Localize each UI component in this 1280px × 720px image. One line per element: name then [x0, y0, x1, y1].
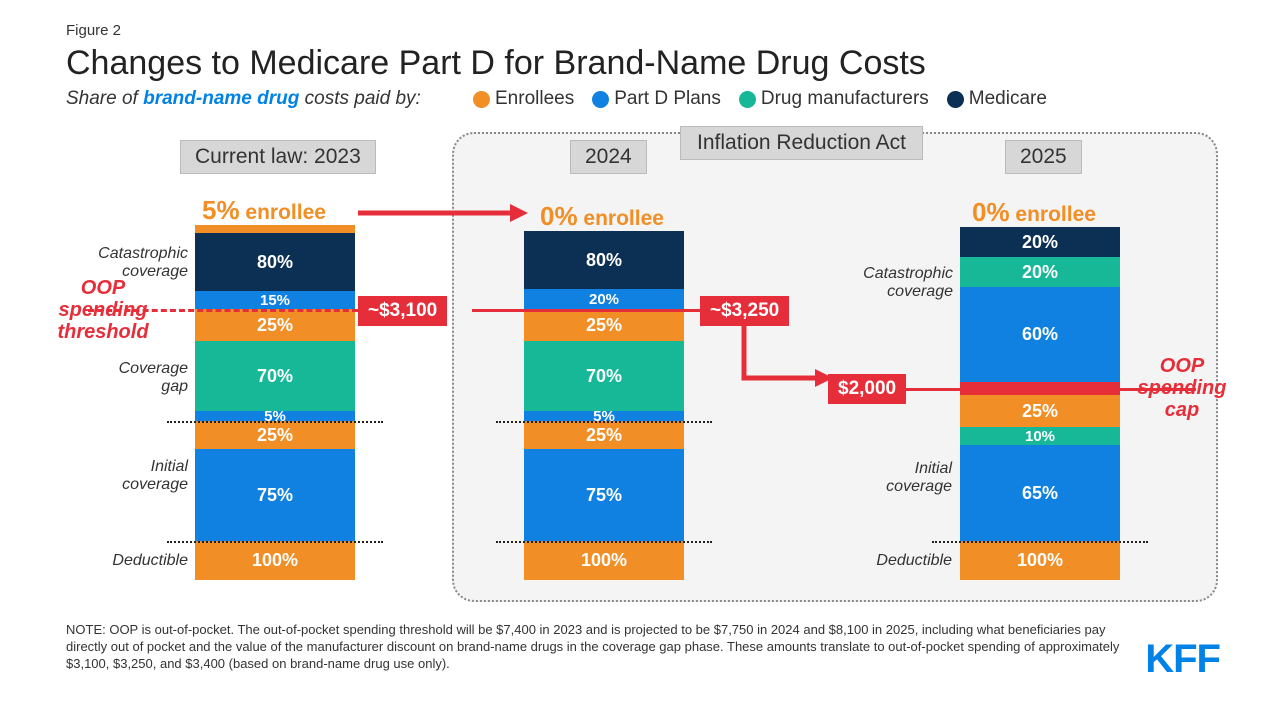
- legend-mfr: Drug manufacturers: [739, 88, 929, 110]
- stack-segment: 25%: [195, 421, 355, 449]
- stack-segment: 25%: [524, 421, 684, 449]
- phase-deductible-2025: Deductible: [862, 552, 952, 570]
- legend-mfr-label: Drug manufacturers: [761, 88, 929, 110]
- oop-threshold-line-2024: [472, 309, 702, 312]
- footnote: NOTE: OOP is out-of-pocket. The out-of-p…: [66, 622, 1126, 673]
- stack-segment: 100%: [195, 541, 355, 580]
- stack-segment: 75%: [524, 449, 684, 541]
- enrollee-pct-2025: 0%: [972, 197, 1010, 227]
- column-2024: 80%20%25%70%5%25%75%100%: [524, 231, 684, 580]
- legend-plans-label: Part D Plans: [614, 88, 721, 110]
- column-2023: 80%15%25%70%5%25%75%100%: [195, 225, 355, 580]
- enrollee-word-2024: enrollee: [583, 207, 664, 230]
- stack-segment: 75%: [195, 449, 355, 541]
- legend-medicare: Medicare: [947, 88, 1047, 110]
- enrollee-label-2024: 0% enrollee: [540, 201, 664, 232]
- oop-threshold-line: [88, 309, 358, 312]
- phase-initial-2025: Initialcoverage: [882, 460, 952, 496]
- enrollee-pct-2024: 0%: [540, 201, 578, 231]
- stack-segment: 80%: [524, 231, 684, 289]
- stack-segment: 70%: [524, 341, 684, 411]
- phase-deductible-2023: Deductible: [98, 552, 188, 570]
- chart-title: Changes to Medicare Part D for Brand-Nam…: [66, 44, 926, 83]
- stack-segment: 60%: [960, 287, 1120, 382]
- ira-label: Inflation Reduction Act: [680, 126, 923, 160]
- stack-segment: 100%: [960, 541, 1120, 580]
- legend: Enrollees Part D Plans Drug manufacturer…: [473, 88, 1047, 110]
- arrow-2024-to-2025: [738, 322, 833, 392]
- swatch-enrollees: [473, 91, 490, 108]
- legend-plans: Part D Plans: [592, 88, 721, 110]
- oop-cap-label: OOPspendingcap: [1132, 355, 1232, 421]
- cap-badge-2025: $2,000: [828, 374, 906, 404]
- enrollee-word-2025: enrollee: [1015, 203, 1096, 226]
- phase-divider: [932, 541, 1148, 543]
- stack-segment: 80%: [195, 233, 355, 291]
- swatch-mfr: [739, 91, 756, 108]
- stack-segment: 20%: [524, 289, 684, 309]
- stack-segment: 100%: [524, 541, 684, 580]
- subtitle-brand: brand-name drug: [143, 88, 299, 109]
- swatch-medicare: [947, 91, 964, 108]
- phase-gap-2023: Coveragegap: [104, 360, 188, 396]
- panel-2023-label: Current law: 2023: [180, 140, 376, 174]
- phase-initial-2023: Initialcoverage: [118, 458, 188, 494]
- stack-segment: 5%: [195, 411, 355, 421]
- stack-segment: 10%: [960, 427, 1120, 445]
- phase-divider: [496, 541, 712, 543]
- stack-segment: 20%: [960, 227, 1120, 257]
- column-2025: 20%20%60%25%10%65%100%: [960, 227, 1120, 580]
- subtitle-prefix: Share of: [66, 88, 143, 109]
- swatch-plans: [592, 91, 609, 108]
- phase-catastrophic-2023: Catastrophiccoverage: [80, 245, 188, 281]
- phase-divider: [167, 421, 383, 423]
- stack-segment: 25%: [524, 309, 684, 341]
- enrollee-label-2025: 0% enrollee: [972, 197, 1096, 228]
- phase-divider: [496, 421, 712, 423]
- legend-enrollees: Enrollees: [473, 88, 574, 110]
- stack-segment: 5%: [524, 411, 684, 421]
- stack-segment: 25%: [195, 309, 355, 341]
- threshold-badge-2023: ~$3,100: [358, 296, 447, 326]
- subtitle-suffix: costs paid by:: [299, 88, 420, 109]
- stack-segment: 15%: [195, 291, 355, 309]
- legend-enrollees-label: Enrollees: [495, 88, 574, 110]
- stack-segment: 65%: [960, 445, 1120, 541]
- kff-logo: KFF: [1145, 637, 1220, 682]
- enrollee-word-2023: enrollee: [245, 201, 326, 224]
- figure-number: Figure 2: [66, 22, 121, 39]
- enrollee-label-2023: 5% enrollee: [202, 195, 326, 226]
- stack-segment: 25%: [960, 395, 1120, 427]
- enrollee-pct-2023: 5%: [202, 195, 240, 225]
- stack-segment: 20%: [960, 257, 1120, 287]
- legend-medicare-label: Medicare: [969, 88, 1047, 110]
- arrow-2023-to-2024: [358, 200, 528, 226]
- panel-2025-label: 2025: [1005, 140, 1082, 174]
- phase-divider: [167, 541, 383, 543]
- stack-segment: [195, 225, 355, 233]
- panel-2024-label: 2024: [570, 140, 647, 174]
- phase-catastrophic-2025: Catastrophiccoverage: [845, 265, 953, 301]
- chart-subtitle: Share of brand-name drug costs paid by:: [66, 88, 421, 110]
- stack-segment: 70%: [195, 341, 355, 411]
